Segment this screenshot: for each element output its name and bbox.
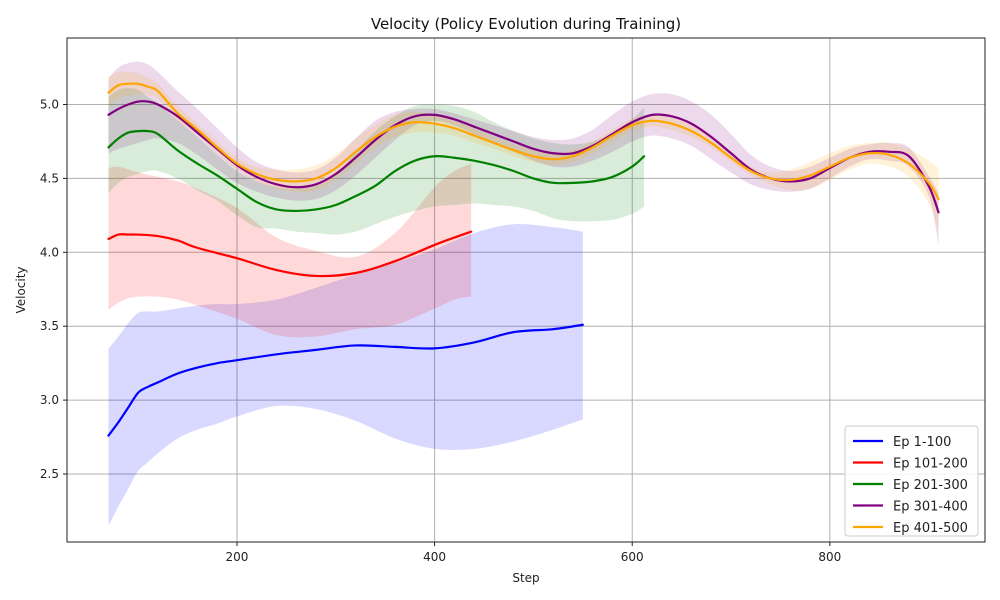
- x-tick-label: 600: [621, 550, 644, 564]
- x-tick-label: 200: [226, 550, 249, 564]
- legend-entry: Ep 1-100: [893, 435, 951, 450]
- series-line: [107, 230, 473, 278]
- y-tick-label: 4.5: [40, 171, 59, 185]
- legend-box: [844, 425, 979, 537]
- legend: Ep 1-100 Ep 101-200 Ep 201-300 Ep 301-400 Ep…: [844, 425, 979, 537]
- series-lines: [107, 82, 940, 437]
- plot-frame: [66, 37, 986, 543]
- legend-entry: Ep 201-300: [893, 478, 968, 493]
- y-tick-label: 2.5: [40, 467, 59, 481]
- confidence-band: [108, 163, 472, 338]
- y-tick-label: 3.5: [40, 319, 59, 333]
- series-line: [107, 323, 584, 437]
- x-tick-label: 800: [818, 550, 841, 564]
- series-line: [107, 82, 940, 201]
- plot-area: [66, 37, 986, 543]
- y-axis-label: Velocity: [14, 266, 28, 313]
- series-line: [107, 129, 646, 213]
- chart-title: Velocity (Policy Evolution during Traini…: [371, 15, 681, 33]
- x-tick-label: 400: [423, 550, 446, 564]
- plot-background: [67, 38, 985, 542]
- x-axis-label: Step: [512, 571, 539, 585]
- y-tick-label: 4.0: [40, 245, 59, 259]
- confidence-band: [108, 88, 645, 235]
- legend-entry: Ep 401-500: [893, 521, 968, 536]
- legend-entry: Ep 301-400: [893, 500, 968, 515]
- y-tick-label: 3.0: [40, 393, 59, 407]
- y-tick-label: 5.0: [40, 98, 59, 112]
- confidence-band: [108, 224, 583, 526]
- series-line: [107, 100, 940, 214]
- confidence-band: [108, 71, 939, 229]
- x-axis-ticks: 200 400 600 800: [226, 542, 841, 564]
- y-axis-ticks: 2.5 3.0 3.5 4.0 4.5 5.0: [40, 98, 67, 481]
- legend-entry: Ep 101-200: [893, 457, 968, 472]
